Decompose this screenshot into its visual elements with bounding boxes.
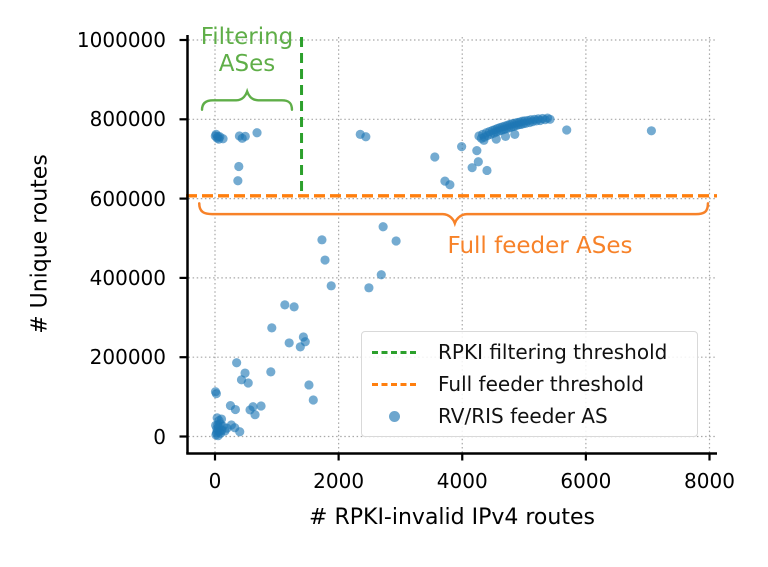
- scatter-point: [308, 395, 318, 405]
- y-tick-label: 800000: [89, 107, 166, 132]
- filtering-ases-line1: Filtering: [200, 24, 294, 50]
- scatter-point: [233, 176, 243, 186]
- scatter-point: [472, 146, 482, 156]
- orange-dashed-line-icon: [372, 382, 416, 386]
- scatter-point: [646, 126, 656, 136]
- scatter-point: [213, 431, 223, 441]
- y-tick-label: 0: [153, 424, 166, 449]
- scatter-point: [295, 342, 305, 352]
- full-feeder-ases-annotation: Full feeder ASes: [447, 233, 633, 259]
- filtering-ases-brace: [200, 87, 294, 111]
- x-tick-label: 8000: [684, 469, 735, 493]
- scatter-point: [212, 413, 222, 423]
- scatter-point: [500, 131, 511, 141]
- scatter-point: [510, 129, 520, 139]
- scatter-point: [232, 358, 242, 368]
- scatter-point: [240, 131, 250, 141]
- scatter-point: [256, 401, 266, 411]
- scatter-point: [378, 222, 388, 232]
- scatter-point: [211, 389, 221, 399]
- scatter-point: [252, 128, 262, 138]
- scatter-point: [320, 255, 330, 265]
- scatter-point: [445, 180, 455, 190]
- y-tick-label: 600000: [89, 186, 166, 211]
- scatter-point: [284, 338, 294, 348]
- y-axis-title: # Unique routes: [27, 154, 53, 334]
- scatter-point: [280, 300, 290, 310]
- legend-row-full-feeder: Full feeder threshold: [368, 368, 691, 400]
- legend: RPKI filtering threshold Full feeder thr…: [361, 331, 698, 437]
- scatter-point: [391, 236, 401, 246]
- scatter-point: [250, 410, 260, 420]
- filtering-ases-annotation: Filtering ASes: [157, 24, 337, 78]
- x-tick-label: 2000: [313, 469, 365, 493]
- scatter-point: [326, 281, 336, 291]
- x-tick-label: 6000: [560, 469, 612, 493]
- scatter-point: [235, 427, 245, 437]
- y-tick-label: 200000: [89, 345, 166, 370]
- scatter-point: [218, 134, 228, 144]
- legend-label: Full feeder threshold: [438, 372, 644, 396]
- scatter-point: [482, 165, 492, 176]
- filtering-ases-line2: ASes: [218, 51, 276, 77]
- scatter-point: [361, 132, 371, 142]
- full-feeder-ases-brace: [197, 202, 710, 228]
- scatter-point: [267, 323, 277, 333]
- scatter-point: [467, 163, 477, 173]
- scatter-point: [240, 368, 250, 378]
- scatter-point: [479, 135, 489, 145]
- scatter-point: [491, 134, 501, 144]
- scatter-point: [430, 152, 440, 162]
- scatter-point: [364, 283, 374, 293]
- scatter-point: [457, 142, 467, 152]
- scatter-marker-icon: [372, 410, 416, 422]
- legend-label: RPKI filtering threshold: [438, 340, 668, 364]
- scatter-point: [317, 235, 327, 245]
- scatter-point: [304, 380, 314, 390]
- scatter-point: [266, 367, 276, 377]
- legend-row-rpki-filtering: RPKI filtering threshold: [368, 336, 691, 368]
- scatter-point: [211, 420, 221, 430]
- scatter-point: [289, 302, 299, 312]
- y-tick-label: 1000000: [76, 28, 166, 52]
- scatter-point: [234, 161, 244, 172]
- scatter-point: [226, 420, 236, 430]
- legend-row-feeder-as: RV/RIS feeder AS: [368, 400, 691, 432]
- x-tick-label: 0: [208, 469, 222, 493]
- x-axis-title: # RPKI-invalid IPv4 routes: [309, 505, 595, 530]
- scatter-point: [230, 404, 240, 415]
- scatter-point: [473, 157, 483, 167]
- scatter-point: [562, 125, 572, 135]
- green-dashed-line-icon: [372, 350, 416, 354]
- x-tick-label: 4000: [436, 469, 488, 493]
- legend-label: RV/RIS feeder AS: [438, 404, 608, 428]
- scatter-point: [243, 378, 253, 388]
- scatter-point: [545, 114, 555, 124]
- y-tick-label: 400000: [89, 265, 166, 290]
- scatter-point: [376, 270, 386, 280]
